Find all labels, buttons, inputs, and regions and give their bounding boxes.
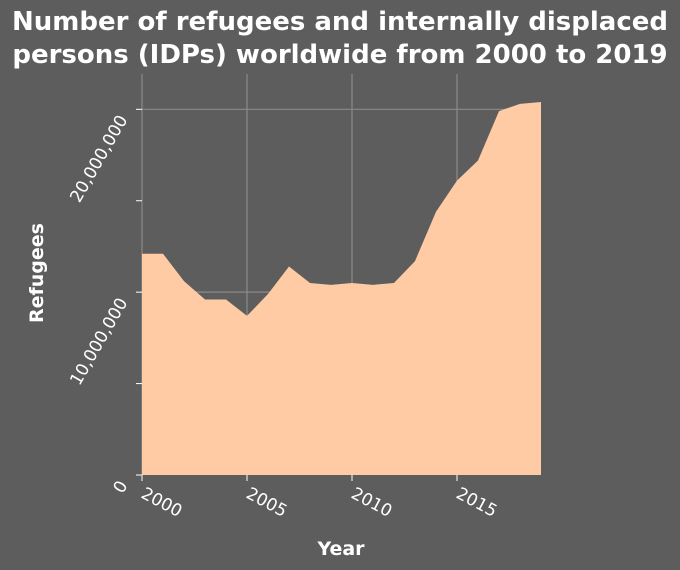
x-tick-label: 2010 [348,484,396,522]
x-tick-label: 2000 [138,484,186,522]
y-tick-label: 0 [110,478,133,497]
axis-ticks [136,108,458,481]
x-tick-label: 2005 [243,484,291,522]
y-tick-label: 20,000,000 [66,112,132,206]
x-tick-label: 2015 [453,484,501,522]
x-tick-labels: 2000 2005 2010 2015 [138,484,501,522]
y-tick-label: 10,000,000 [66,295,132,389]
chart-title-line-2: persons (IDPs) worldwide from 2000 to 20… [12,40,667,70]
area-series [142,102,541,475]
y-tick-labels: 0 10,000,000 20,000,000 [66,112,132,497]
y-axis-label: Refugees [26,223,48,323]
x-axis-label: Year [316,538,365,560]
chart-title-line-1: Number of refugees and internally displa… [12,7,668,37]
